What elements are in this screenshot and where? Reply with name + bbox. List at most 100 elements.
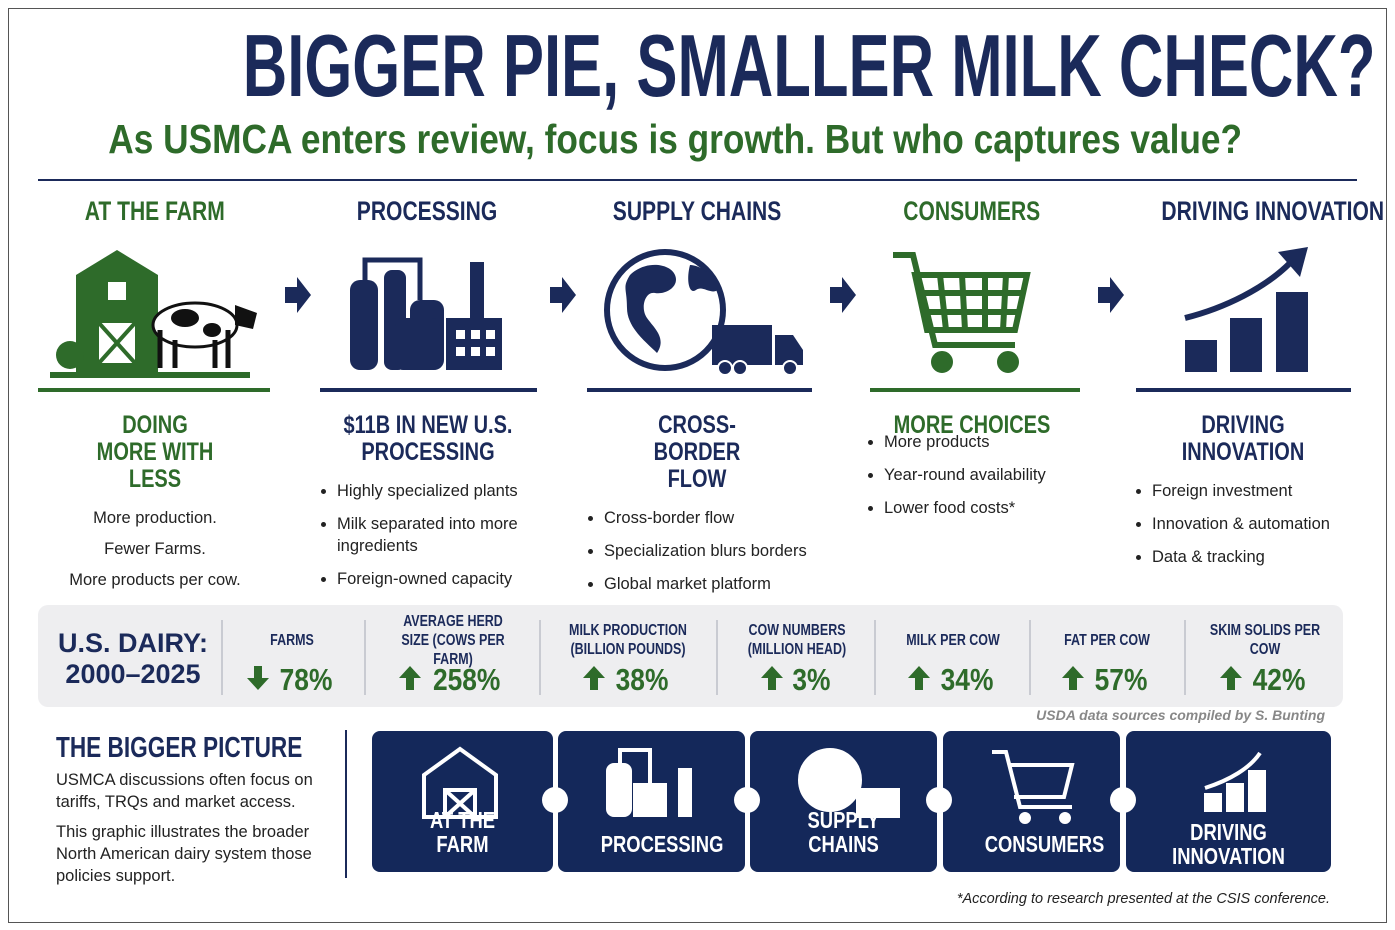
column-subheading-wrap: DRIVING INNOVATION — [1155, 412, 1331, 466]
bigger-picture-title: THE BIGGER PICTURE — [56, 732, 303, 764]
column-item: Year-round availability — [884, 464, 1082, 486]
column: AT THE FARM DOING MORE WITH LESS More prod… — [40, 196, 270, 600]
column-item: Innovation & automation — [1152, 513, 1355, 535]
puzzle-piece: SUPPLY CHAINS — [750, 731, 937, 872]
paragraph: This graphic illustrates the broader Nor… — [56, 823, 312, 885]
column-item: Global market platform — [604, 573, 812, 595]
column-item: More production. — [93, 509, 217, 527]
stat-value-wrap: 3% — [717, 662, 877, 698]
stat-label-wrap: FARMS — [212, 618, 372, 662]
trend-arrow — [1061, 666, 1084, 690]
stat-label-wrap: MILK PER COW — [873, 618, 1033, 662]
stat: FAT PER COW 57% — [1027, 618, 1187, 698]
column-subheading-wrap: MORE CHOICES — [884, 412, 1060, 439]
column-heading-text: AT THE FARM — [84, 196, 225, 226]
stat-label: AVERAGE HERD SIZE (COWS PER FARM) — [401, 612, 505, 668]
stat: MILK PER COW 34% — [873, 618, 1033, 698]
stat-label: MILK PER COW — [906, 631, 1000, 649]
column-heading-text: PROCESSING — [357, 196, 498, 226]
stat-value-wrap: 38% — [548, 662, 708, 698]
stat-label-wrap: AVERAGE HERD SIZE (COWS PER FARM) — [373, 613, 533, 668]
column-heading: AT THE FARM — [40, 196, 270, 236]
column-heading: PROCESSING — [315, 196, 540, 236]
arrows — [285, 277, 1124, 313]
column-subheading-wrap: $11B IN NEW U.S. PROCESSING — [340, 412, 516, 466]
stat-value: 258% — [433, 662, 501, 697]
column-item: Lower food costs* — [884, 497, 1082, 519]
stat-label-wrap: COW NUMBERS (MILLION HEAD) — [717, 618, 877, 662]
stat-label: SKIM SOLIDS PER COW — [1209, 622, 1321, 658]
stat-value: 42% — [1252, 662, 1306, 697]
stat-value: 38% — [615, 662, 669, 697]
column: DRIVING INNOVATION DRIVING INNOVATION Fore… — [1130, 196, 1384, 579]
divider — [38, 179, 1357, 181]
paragraph: USMCA discussions often focus on tariffs… — [56, 771, 313, 811]
source-note: USDA data sources compiled by S. Bunting — [1036, 707, 1325, 723]
column-list: Foreign investment Innovation & automatio… — [1130, 480, 1355, 568]
column-item: Milk separated into more ingredients — [337, 513, 540, 557]
trend-arrow — [907, 666, 930, 690]
column-heading-text: SUPPLY CHAINS — [612, 196, 782, 226]
column-item: Foreign-owned capacity — [337, 568, 540, 590]
stat-label: FAT PER COW — [1064, 631, 1150, 649]
column-list: More products Year-round availability Lowe… — [862, 431, 1082, 519]
column-item: Specialization blurs borders — [604, 540, 812, 562]
stat: COW NUMBERS (MILLION HEAD) 3% — [717, 618, 877, 698]
column-subheading-text: DOING MORE WITH LESS — [96, 411, 214, 493]
stat: FARMS 78% — [212, 618, 372, 698]
column-heading-text: CONSUMERS — [903, 196, 1041, 226]
column: PROCESSING $11B IN NEW U.S. PROCESSING Hig… — [315, 196, 540, 601]
stat-value: 57% — [1094, 662, 1148, 697]
piece-label: SUPPLY CHAINS — [807, 807, 880, 857]
stat-value: 78% — [279, 662, 333, 697]
stat-value-wrap: 258% — [373, 662, 533, 698]
stat-label-wrap: SKIM SOLIDS PER COW — [1185, 618, 1345, 662]
border — [8, 8, 1387, 923]
column-item: Foreign investment — [1152, 480, 1355, 502]
growth-icon — [1184, 247, 1308, 372]
column-item: Highly specialized plants — [337, 480, 540, 502]
cart-icon — [893, 252, 1031, 373]
column-subheading: DOING MORE WITH LESS — [40, 412, 270, 493]
stat-value: 3% — [791, 662, 831, 697]
puzzle-piece: AT THE FARM — [372, 731, 553, 872]
stat-value-wrap: 34% — [873, 662, 1033, 698]
stat: SKIM SOLIDS PER COW 42% — [1185, 618, 1345, 698]
stats-label: U.S. DAIRY: 2000–2025 — [58, 628, 209, 689]
stat-label-wrap: MILK PRODUCTION (BILLION POUNDS) — [548, 618, 708, 662]
column-item: Data & tracking — [1152, 546, 1355, 568]
stat-dividers — [221, 620, 1186, 695]
column-subheading: MORE CHOICES — [862, 412, 1082, 439]
column: SUPPLY CHAINS CROSS-BORDER FLOW Cross-bord… — [582, 196, 812, 606]
puzzle-piece: DRIVING INNOVATION — [1126, 731, 1331, 872]
subtitle: As USMCA enters review, focus is growth.… — [108, 116, 1242, 162]
stat-label: MILK PRODUCTION (BILLION POUNDS) — [569, 622, 687, 658]
piece-label: CONSUMERS — [984, 831, 1105, 857]
column-heading: CONSUMERS — [862, 196, 1082, 236]
column-subheading-wrap: DOING MORE WITH LESS — [95, 412, 215, 493]
column-item: More products — [884, 431, 1082, 453]
trend-arrow — [760, 666, 783, 690]
column-subheading: CROSS-BORDER FLOW — [582, 412, 812, 493]
barn-icon — [50, 250, 257, 378]
stat-value: 34% — [940, 662, 994, 697]
column-heading-text: DRIVING INNOVATION — [1161, 196, 1385, 226]
piece-label: AT THE FARM — [429, 807, 496, 857]
stat-value-wrap: 57% — [1027, 662, 1187, 698]
column-item: More products per cow. — [69, 571, 241, 589]
column-subheading: DRIVING INNOVATION — [1130, 412, 1355, 466]
factory-icon — [350, 257, 502, 370]
column-subheading-text: DRIVING INNOVATION — [1181, 411, 1304, 466]
trend-arrow — [399, 666, 422, 690]
stat-value-wrap: 78% — [212, 662, 372, 698]
column-item: Fewer Farms. — [104, 540, 206, 558]
puzzle-piece: PROCESSING — [558, 731, 745, 872]
column-subheading: $11B IN NEW U.S. PROCESSING — [315, 412, 540, 466]
column-heading: SUPPLY CHAINS — [582, 196, 812, 236]
column-list: More production. Fewer Farms. More product… — [40, 507, 270, 591]
column-subheading-text: MORE CHOICES — [893, 411, 1051, 439]
trend-arrow — [246, 666, 269, 690]
stat-value-wrap: 42% — [1185, 662, 1345, 698]
